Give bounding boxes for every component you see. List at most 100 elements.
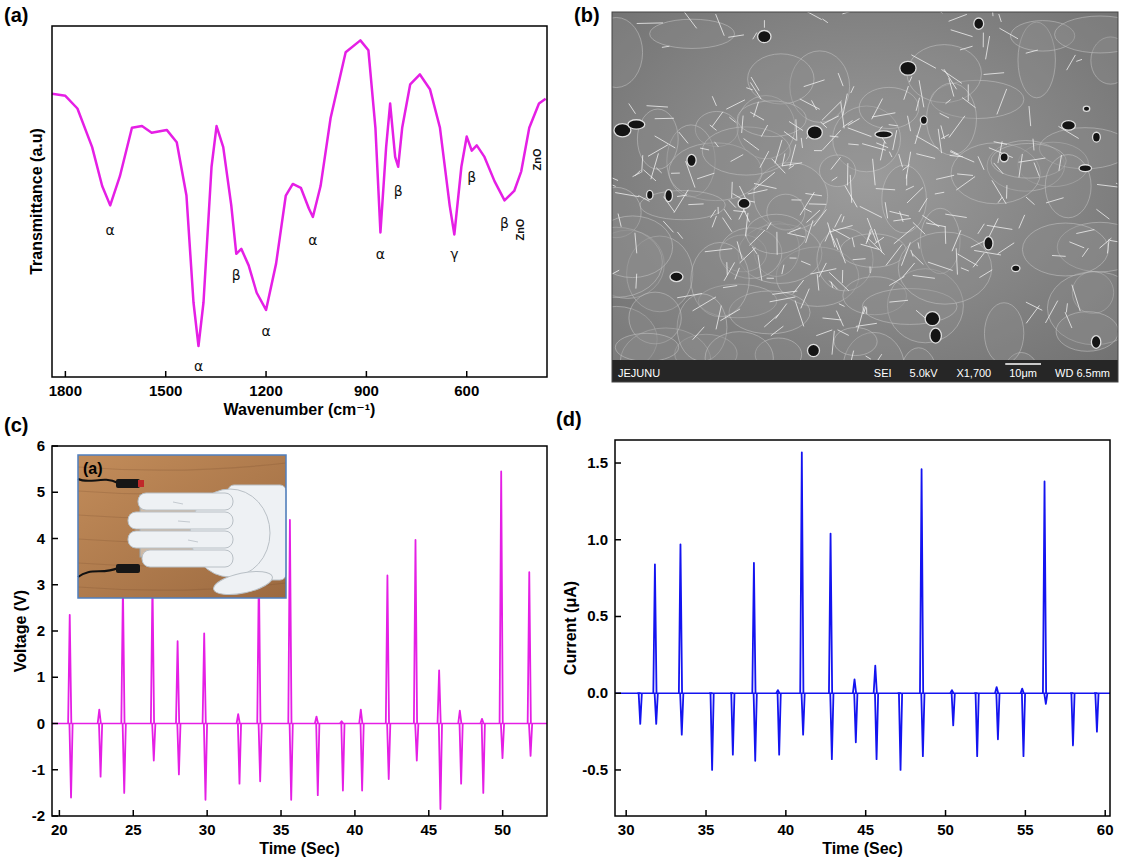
sem-fiber — [838, 330, 849, 336]
x-tick — [59, 810, 61, 816]
negative-spike — [899, 693, 902, 770]
positive-spike — [386, 576, 389, 724]
x-tick-label: 35 — [698, 821, 715, 838]
y-tick-label: 6 — [37, 437, 45, 454]
sem-fiber — [862, 144, 886, 151]
sem-fiber — [863, 307, 866, 314]
y-tick-label: 1 — [37, 668, 45, 685]
x-tick — [705, 810, 707, 816]
sem-fiber — [853, 259, 866, 260]
sem-fiber — [885, 202, 887, 218]
negative-spike — [976, 693, 979, 756]
sem-fiber — [712, 96, 716, 106]
sem-fiber — [1065, 312, 1072, 328]
sem-fiber — [830, 136, 839, 138]
sem-fiber — [876, 189, 895, 190]
sem-fiber — [832, 331, 834, 355]
x-tick — [466, 371, 468, 377]
sem-fiber — [919, 80, 924, 107]
negative-spike — [830, 693, 833, 759]
sem-fiber — [726, 100, 745, 109]
sem-fiber — [979, 270, 992, 278]
sem-fiber — [880, 141, 884, 160]
sem-pore — [628, 120, 645, 129]
sem-fiber — [772, 291, 797, 294]
peak-label: α — [261, 323, 270, 339]
y-tick-label: -2 — [32, 807, 45, 824]
sem-fiber — [912, 254, 923, 265]
sem-fiber — [655, 118, 674, 119]
negative-spike — [460, 724, 463, 784]
sem-fiber — [961, 268, 969, 271]
x-tick — [785, 810, 787, 816]
sem-fiber — [612, 183, 616, 186]
sem-fiber — [761, 125, 767, 137]
sem-fiber — [822, 19, 828, 23]
positive-spike — [1043, 481, 1046, 693]
sem-fiber — [822, 318, 841, 320]
x-tick — [65, 371, 67, 377]
inset-border — [78, 455, 286, 598]
sem-fiber — [711, 210, 716, 218]
y-tick — [52, 492, 58, 494]
negative-spike — [529, 724, 532, 756]
sem-pore — [900, 61, 916, 75]
clip — [116, 479, 140, 488]
sem-cell — [650, 19, 735, 48]
sem-fiber — [867, 229, 871, 242]
positive-spike — [359, 710, 362, 724]
sem-fiber — [784, 131, 796, 140]
sem-fiber — [801, 138, 802, 148]
y-tick — [52, 538, 58, 540]
sem-fiber — [674, 190, 688, 213]
sem-fiber — [677, 195, 687, 196]
peak-label: β — [467, 169, 476, 185]
sem-fiber — [1034, 163, 1039, 177]
positive-spike — [995, 687, 998, 693]
positive-spike — [1021, 689, 1024, 694]
sem-fiber — [973, 253, 984, 267]
sem-cell — [1055, 16, 1118, 53]
sem-pore — [974, 18, 984, 29]
positive-spike — [151, 580, 154, 723]
negative-spike — [639, 693, 642, 724]
sem-fiber — [850, 175, 851, 203]
glove-wrinkle — [173, 502, 198, 542]
sem-fiber — [716, 14, 725, 36]
sem-fiber — [978, 156, 984, 169]
plot-frame — [52, 446, 547, 816]
y-axis-title: Current (μA) — [562, 581, 579, 675]
negative-spike — [439, 724, 442, 810]
sem-fiber — [866, 356, 871, 359]
y-tick — [615, 539, 621, 541]
sem-fiber — [729, 200, 736, 207]
sem-fiber — [789, 121, 803, 130]
sem-fiber — [957, 254, 977, 266]
sem-pore — [687, 154, 696, 166]
sem-fiber — [1076, 230, 1094, 234]
sem-fiber — [935, 192, 944, 194]
sem-cell — [1022, 223, 1108, 276]
sem-cell — [927, 83, 977, 155]
sem-fiber — [1082, 248, 1088, 257]
sem-fiber — [822, 101, 842, 121]
sem-fiber — [677, 294, 702, 298]
sem-fiber — [994, 163, 1003, 174]
sem-pore — [758, 30, 771, 42]
negative-spike — [123, 724, 126, 793]
sem-fiber — [843, 121, 853, 128]
sem-fiber — [919, 198, 927, 212]
sem-info-text: 5.0kV — [910, 367, 939, 379]
peak-label: α — [376, 246, 385, 262]
sem-fiber — [1019, 215, 1025, 229]
sem-fiber — [856, 323, 877, 326]
x-axis-title: Time (Sec) — [822, 840, 903, 857]
negative-spike — [204, 724, 207, 800]
negative-spike — [875, 693, 878, 759]
sem-fiber — [771, 326, 784, 336]
sem-fiber — [735, 268, 740, 279]
sem-fiber — [804, 208, 811, 212]
y-tick-label: 3 — [37, 576, 45, 593]
y-axis-title: Voltage (V) — [12, 590, 29, 672]
sem-fiber — [748, 190, 768, 194]
